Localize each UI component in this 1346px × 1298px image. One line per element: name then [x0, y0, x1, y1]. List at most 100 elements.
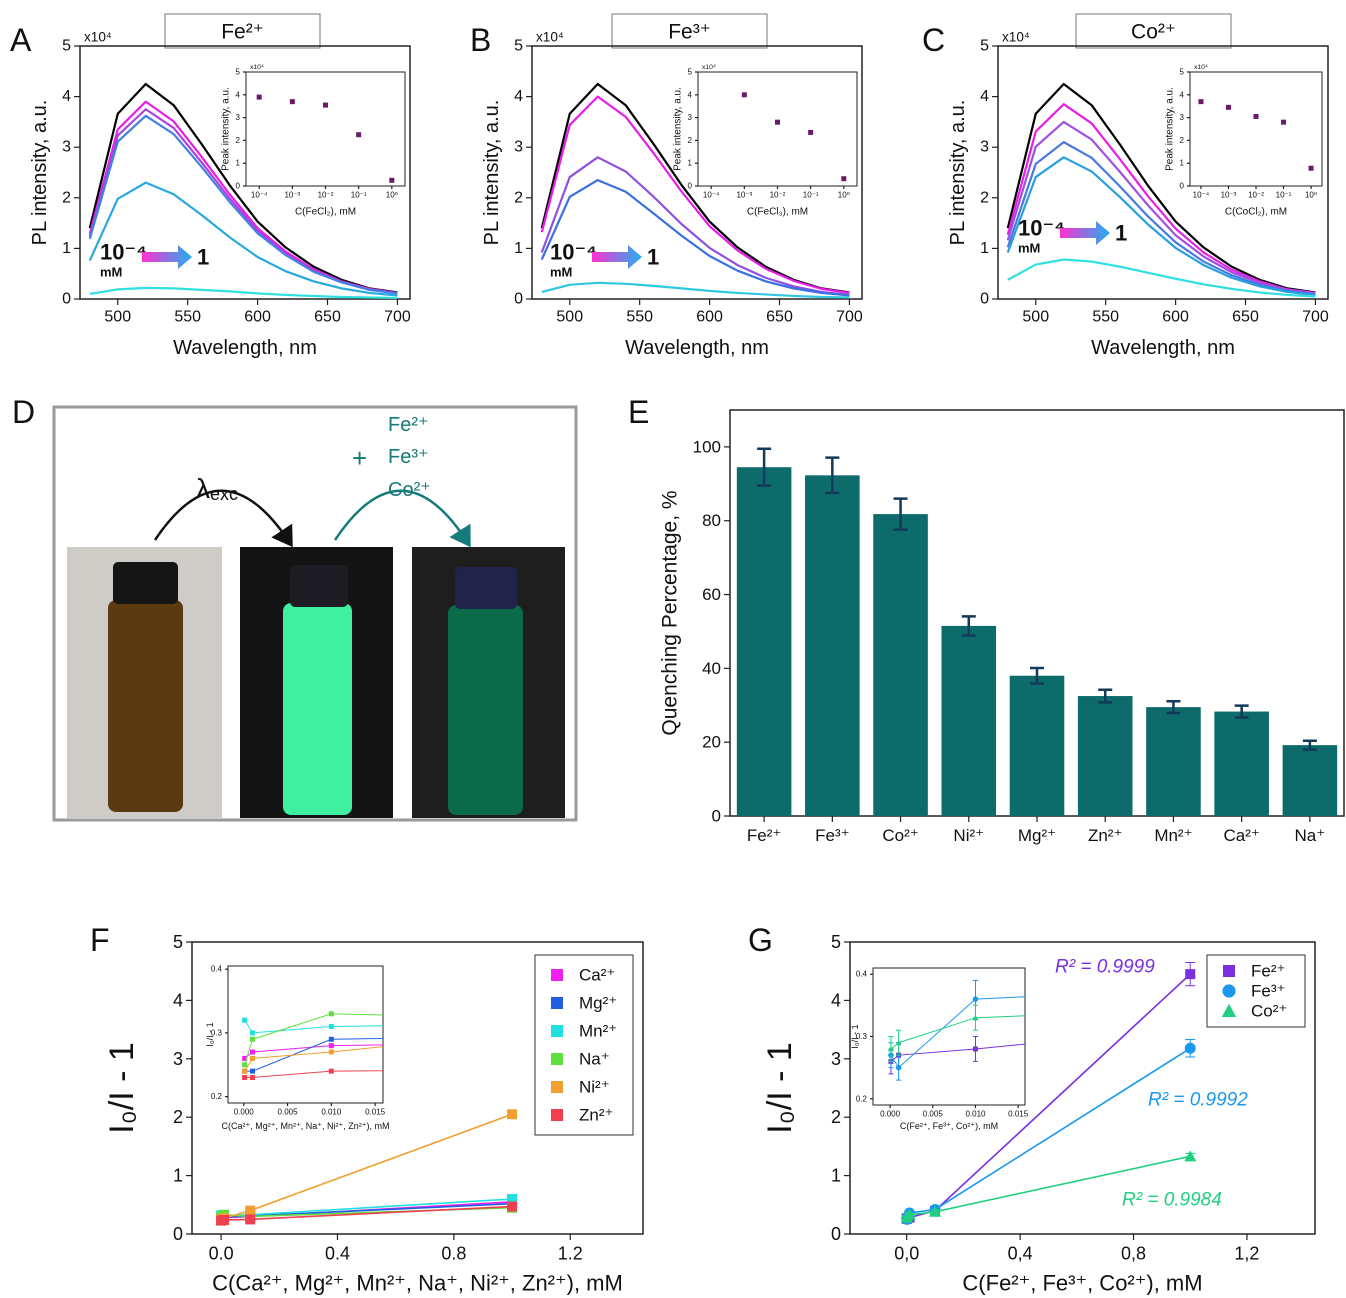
- spectrum-line: [1006, 103, 1316, 295]
- x-tick-label: 650: [1232, 309, 1259, 326]
- bar: [1146, 707, 1201, 816]
- x-tick-label: Na⁺: [1295, 826, 1326, 845]
- data-point: [250, 1036, 256, 1042]
- data-point: [972, 1046, 978, 1052]
- y-tick-label: 2: [62, 189, 71, 206]
- vial-cap: [290, 565, 348, 607]
- data-point: [356, 132, 362, 138]
- y-tick-label: 5: [173, 932, 183, 952]
- x-tick-label: 10⁻¹: [803, 191, 819, 200]
- x-tick-label: 10⁻³: [736, 191, 752, 200]
- series-line: [244, 1044, 383, 1059]
- y-axis-label: PL intensity, a.u.: [481, 100, 503, 246]
- y-tick-label: 5: [236, 68, 241, 77]
- y-tick-label: 3: [688, 113, 693, 122]
- plot-frame: [191, 941, 644, 1235]
- y-tick-label: 0: [980, 291, 989, 308]
- bar: [941, 625, 997, 816]
- vial: [108, 600, 183, 812]
- x-tick-label: 0,8: [1121, 1244, 1146, 1264]
- panel-letter: C: [922, 22, 945, 58]
- legend-marker: [551, 1053, 563, 1065]
- data-point: [808, 129, 814, 135]
- x-tick-label: 0,0: [894, 1244, 919, 1264]
- gradient-arrow: [142, 245, 192, 269]
- x-tick-label: 10⁻¹: [1276, 191, 1292, 200]
- x-tick-label: 1.2: [558, 1244, 583, 1264]
- excitation-subscript: exc: [210, 484, 238, 504]
- y-tick-label: 4: [980, 88, 989, 105]
- data-point: [242, 1062, 248, 1068]
- spectrum-line: [88, 114, 398, 295]
- data-point: [242, 1055, 248, 1061]
- y-tick-label: 4: [688, 90, 693, 99]
- y-tick-label: 4: [1180, 90, 1185, 99]
- error-bar: [961, 615, 976, 637]
- legend-label: Na⁺: [579, 1050, 610, 1069]
- vial-cap: [455, 567, 517, 609]
- y-axis-label: PL intensity, a.u.: [947, 100, 969, 246]
- legend-label: Fe³⁺: [1251, 982, 1285, 1001]
- fit-label: R² = 0.9984: [1122, 1190, 1222, 1211]
- data-point: [389, 177, 395, 183]
- data-point: [250, 1075, 256, 1081]
- data-point: [1281, 119, 1287, 125]
- x-tick-label: Ca²⁺: [1223, 826, 1259, 845]
- data-point: [219, 1214, 230, 1225]
- y-tick-label: 3: [173, 1049, 183, 1069]
- title-tab: [1075, 13, 1232, 49]
- x-tick-label: 10⁻²: [318, 191, 334, 200]
- x-tick-label: 10⁻¹: [351, 191, 367, 200]
- spectrum-line: [540, 95, 850, 295]
- data-point: [250, 1030, 256, 1036]
- data-point: [1198, 99, 1204, 105]
- scale-label: x10⁴: [1002, 30, 1030, 45]
- chart-title: Fe²⁺: [221, 21, 264, 44]
- spectrum-line: [1006, 141, 1316, 296]
- data-point: [929, 1205, 942, 1217]
- legend-marker: [551, 1109, 563, 1121]
- annotation-unit: mM: [1018, 241, 1040, 256]
- y-axis-label: Peak intensity, a.u.: [673, 87, 684, 171]
- data-point: [903, 1208, 916, 1220]
- x-tick-label: Fe²⁺: [747, 826, 781, 845]
- data-point: [972, 1014, 979, 1021]
- x-tick-label: 10⁰: [838, 191, 850, 200]
- legend-label: Co²⁺: [1251, 1002, 1287, 1021]
- spectrum-line: [540, 156, 850, 297]
- x-tick-label: 0.005: [923, 1110, 944, 1119]
- legend-marker: [551, 969, 563, 981]
- x-tick-label: Mn²⁺: [1154, 826, 1192, 845]
- y-tick-label: 0.3: [856, 1032, 868, 1041]
- data-point: [841, 176, 847, 182]
- legend-label: Mg²⁺: [579, 994, 617, 1013]
- panel-letter: E: [628, 394, 649, 430]
- x-tick-label: 600: [1162, 309, 1189, 326]
- spectrum-line: [88, 181, 398, 297]
- data-point: [256, 94, 262, 100]
- vial-cap: [113, 562, 178, 604]
- x-tick-label: 0.0: [209, 1244, 234, 1264]
- x-tick-label: 1,2: [1234, 1244, 1259, 1264]
- y-tick-label: 0.4: [211, 965, 223, 974]
- data-point: [507, 1109, 518, 1120]
- x-tick-label: 500: [104, 309, 131, 326]
- data-point: [1253, 113, 1259, 119]
- data-point: [328, 1036, 334, 1042]
- x-tick-label: 0.015: [1008, 1110, 1029, 1119]
- y-tick-label: 3: [62, 139, 71, 156]
- error-bar: [1030, 666, 1044, 685]
- y-tick-label: 1: [831, 1166, 841, 1186]
- excitation-symbol: λ: [196, 473, 210, 504]
- legend-label: Fe²⁺: [1251, 962, 1285, 981]
- y-tick-label: 1: [62, 240, 71, 257]
- x-tick-label: Fe³⁺: [815, 826, 849, 845]
- y-tick-label: 5: [1180, 68, 1185, 77]
- plot-frame: [531, 45, 863, 300]
- data-point: [328, 1043, 334, 1049]
- data-point: [250, 1068, 256, 1074]
- x-tick-label: 10⁰: [386, 191, 398, 200]
- y-tick-label: 0: [831, 1224, 841, 1244]
- y-tick-label: 0: [236, 182, 241, 191]
- y-tick-label: 2: [1180, 136, 1185, 145]
